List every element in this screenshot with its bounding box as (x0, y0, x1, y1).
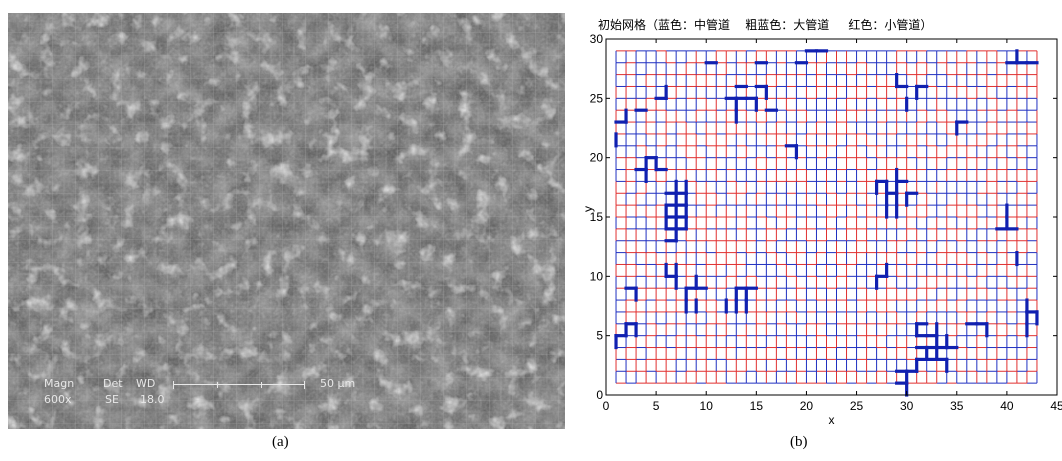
scale-bar (173, 381, 305, 389)
y-tick-label: 25 (590, 91, 604, 105)
y-tick-label: 5 (596, 329, 603, 343)
x-tick-label: 25 (850, 399, 864, 413)
scale-text: 50 μm (320, 377, 355, 390)
x-tick-label: 0 (603, 399, 610, 413)
wd-value: 18.0 (140, 393, 165, 406)
x-tick-label: 40 (1000, 399, 1014, 413)
x-axis-label: x (829, 413, 835, 427)
x-tick-label: 10 (700, 399, 714, 413)
magn-value: 600x (44, 393, 72, 406)
caption-a: (a) (272, 434, 289, 451)
y-tick-label: 10 (590, 269, 604, 283)
pipe-network-chart: 051015202530354045051015202530xy (584, 0, 1062, 430)
y-axis-label: y (584, 206, 595, 212)
x-tick-label: 20 (800, 399, 814, 413)
wd-label: WD (136, 377, 155, 390)
det-label: Det (103, 377, 123, 390)
x-tick-label: 35 (950, 399, 964, 413)
sem-micrograph-panel: Magn 600x Det SE WD 18.0 50 μm (8, 13, 565, 429)
sem-image (8, 13, 565, 429)
x-tick-label: 5 (653, 399, 660, 413)
det-value: SE (105, 393, 119, 406)
caption-b: (b) (790, 434, 808, 451)
magn-label: Magn (44, 377, 74, 390)
x-tick-label: 30 (900, 399, 914, 413)
y-tick-label: 30 (590, 32, 604, 46)
x-tick-label: 45 (1050, 399, 1062, 413)
x-tick-label: 15 (750, 399, 764, 413)
y-tick-label: 0 (596, 388, 603, 402)
y-tick-label: 20 (590, 151, 604, 165)
